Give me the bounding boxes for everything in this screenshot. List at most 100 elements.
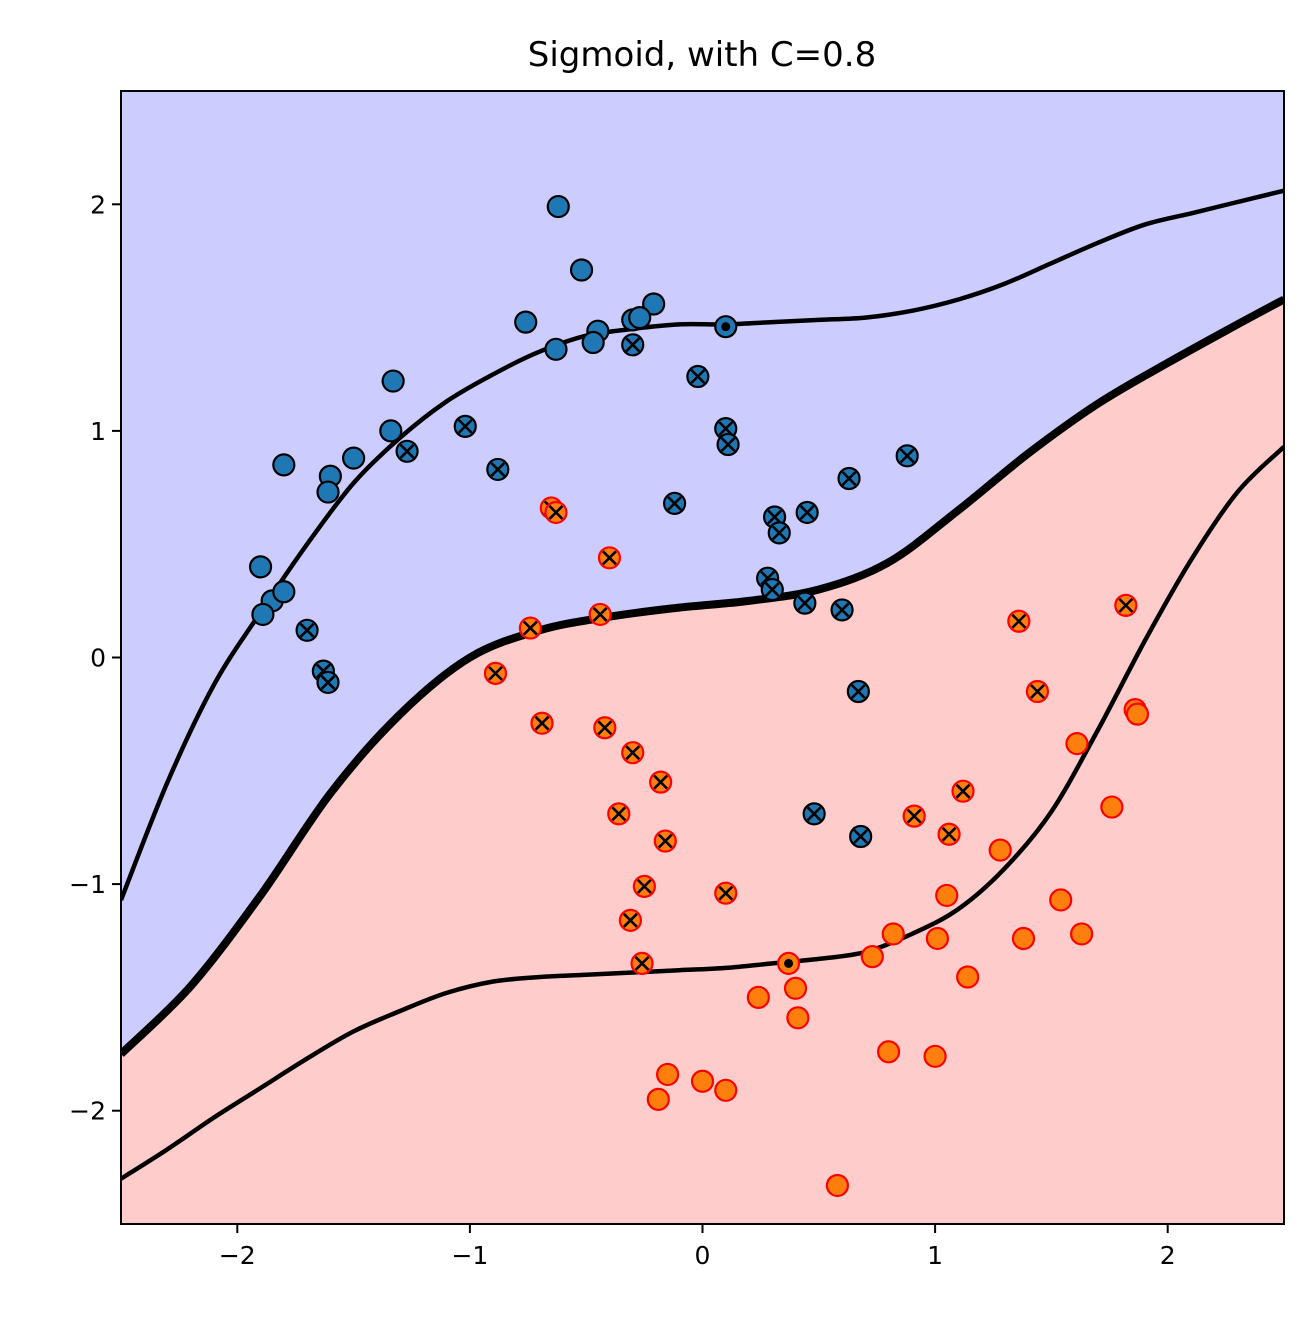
x-tick-label: 0 xyxy=(695,1241,711,1270)
class-b-support-vector-cross xyxy=(488,665,503,681)
x-tick-label: 2 xyxy=(1160,1241,1176,1270)
class-a-support-vector-cross xyxy=(841,471,857,486)
class-b-point xyxy=(825,1173,850,1198)
class-a-marked-point-dot xyxy=(721,322,731,332)
class-a-support-vector-cross xyxy=(850,684,866,699)
class-a-point xyxy=(546,194,570,219)
class-a-point xyxy=(544,337,568,361)
class-a-support-vector-cross xyxy=(720,437,736,452)
class-b-point xyxy=(1065,732,1089,756)
class-b-point xyxy=(786,1006,810,1030)
class-b-support-vector-cross xyxy=(634,955,650,971)
class-a-support-vector-cross xyxy=(718,421,734,437)
class-a-point xyxy=(569,258,594,282)
class-b-point xyxy=(1049,888,1073,912)
y-axis: −2 −1 0 1 2 xyxy=(69,190,121,1126)
class-b-support-vector-cross xyxy=(1011,613,1027,629)
class-b-support-vector-cross xyxy=(906,808,922,824)
class-a-support-vector-cross xyxy=(320,675,336,690)
class-b-support-vector-cross xyxy=(602,550,617,566)
class-b-support-vector-cross xyxy=(657,833,673,849)
class-b-support-vector-cross xyxy=(718,885,734,901)
class-b-support-vector-cross xyxy=(592,607,608,622)
class-b-support-vector-cross xyxy=(597,720,613,736)
class-a-support-vector-cross xyxy=(764,582,780,597)
x-tick-label: −2 xyxy=(219,1241,256,1270)
y-tick-label: −1 xyxy=(69,870,106,899)
class-b-point xyxy=(714,1078,738,1102)
class-b-support-vector-cross xyxy=(548,505,564,520)
class-b-support-vector-cross xyxy=(941,826,957,842)
class-b-point xyxy=(925,926,950,951)
class-b-support-vector-cross xyxy=(955,783,971,799)
class-a-support-vector-cross xyxy=(690,369,706,384)
upper-class-region xyxy=(121,91,1284,1055)
class-a-point xyxy=(272,453,296,477)
decision-boundary-line xyxy=(121,295,1284,1057)
class-a-point xyxy=(379,419,403,443)
data-points xyxy=(248,194,1150,1198)
class-a-point xyxy=(272,580,296,604)
class-a-support-vector-cross xyxy=(853,829,869,844)
class-b-point xyxy=(1125,702,1150,726)
y-tick-label: −2 xyxy=(69,1097,106,1126)
class-a-point xyxy=(581,330,605,355)
class-b-support-vector-cross xyxy=(611,806,627,822)
class-a-point xyxy=(514,310,538,334)
class-a-support-vector-cross xyxy=(625,337,641,353)
class-b-support-vector-cross xyxy=(625,745,641,761)
class-a-support-vector-cross xyxy=(799,505,815,520)
y-tick-label: 0 xyxy=(90,644,106,673)
y-tick-label: 2 xyxy=(90,190,106,219)
class-b-marked-point-dot xyxy=(784,958,794,968)
x-axis: −2 −1 0 1 2 xyxy=(219,1224,1176,1270)
class-b-support-vector-cross xyxy=(622,912,638,928)
class-b-point xyxy=(746,985,770,1010)
class-b-point xyxy=(988,838,1012,862)
class-a-support-vector-cross xyxy=(490,462,506,477)
y-tick-label: 1 xyxy=(90,417,106,446)
class-b-point xyxy=(1011,926,1036,951)
lower-margin-line xyxy=(121,445,1284,1181)
class-b-point xyxy=(1100,795,1124,819)
class-a-point xyxy=(628,306,652,330)
class-b-support-vector-cross xyxy=(636,878,652,894)
class-a-support-vector-cross xyxy=(899,448,915,464)
class-b-support-vector-cross xyxy=(1030,684,1045,699)
class-a-support-vector-cross xyxy=(667,495,683,511)
class-b-point xyxy=(646,1087,670,1111)
class-b-point xyxy=(860,945,884,969)
class-b-point xyxy=(690,1069,715,1093)
chart-title: Sigmoid, with C=0.8 xyxy=(528,35,876,75)
class-b-point xyxy=(876,1040,901,1064)
class-a-point xyxy=(251,602,275,627)
class-b-point xyxy=(956,965,980,989)
class-b-point xyxy=(935,883,959,908)
x-tick-label: 1 xyxy=(927,1241,943,1270)
class-a-support-vector-cross xyxy=(457,418,473,434)
class-a-point xyxy=(316,480,340,504)
class-a-support-vector-cross xyxy=(299,622,315,638)
class-b-support-vector-cross xyxy=(522,620,538,636)
plot-area xyxy=(121,91,1284,1224)
class-a-point xyxy=(381,369,405,393)
class-b-point xyxy=(783,976,808,1000)
class-b-support-vector-cross xyxy=(1118,597,1134,613)
class-b-point xyxy=(1070,922,1094,946)
class-a-point xyxy=(248,555,273,579)
class-a-point xyxy=(642,292,666,316)
class-a-support-vector-cross xyxy=(834,602,850,618)
class-b-support-vector-cross xyxy=(534,715,550,731)
lower-class-region xyxy=(121,299,1284,1224)
class-a-support-vector-cross xyxy=(797,595,813,611)
class-b-point xyxy=(923,1044,947,1068)
x-tick-label: −1 xyxy=(451,1241,488,1270)
class-a-point xyxy=(342,446,366,470)
class-a-support-vector-cross xyxy=(771,525,787,541)
class-b-point xyxy=(656,1062,680,1087)
class-a-support-vector-cross xyxy=(399,443,415,459)
class-b-point xyxy=(881,922,905,946)
class-a-support-vector-cross xyxy=(806,806,822,822)
class-b-support-vector-cross xyxy=(653,774,669,790)
